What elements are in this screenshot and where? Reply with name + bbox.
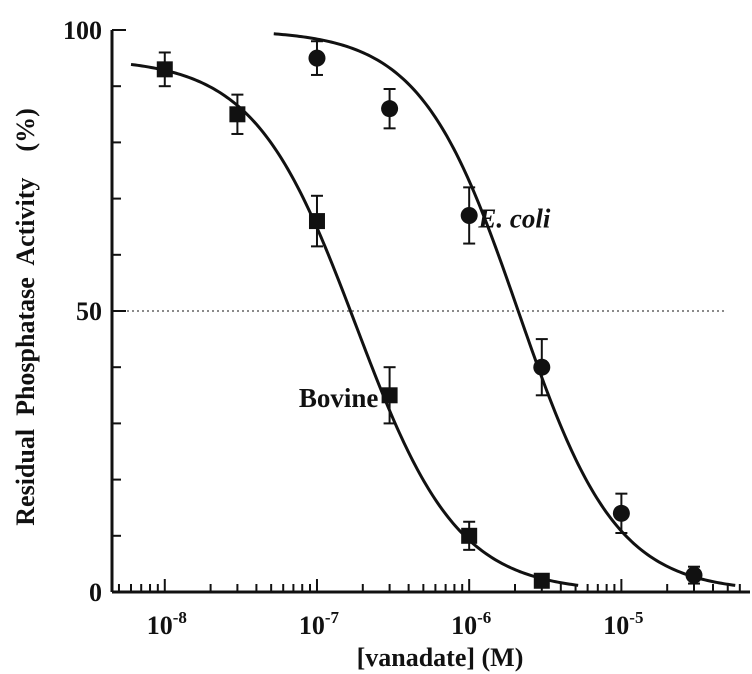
- bovine-data-point: [229, 93, 246, 135]
- bovine-square-marker: [381, 387, 398, 404]
- bovine-square-marker: [461, 527, 478, 544]
- e-coli-circle-marker: [460, 206, 478, 224]
- e-coli-data-point: [533, 338, 551, 397]
- bovine-data-point: [381, 366, 398, 425]
- bovine-square-marker: [229, 106, 246, 123]
- e-coli-circle-marker: [612, 504, 630, 522]
- e-coli-data-point: [460, 186, 478, 245]
- ticks: 0 50 100 10-8 10-7 10-6 10-5: [63, 16, 741, 640]
- y-axis-title: Residual Phosphatase Activity (%): [11, 108, 40, 525]
- e-coli-data-point: [612, 492, 630, 534]
- e-coli-circle-marker: [381, 100, 399, 118]
- e-coli-circle-marker: [533, 358, 551, 376]
- e-coli-data-point: [381, 88, 399, 130]
- bovine-square-marker: [156, 61, 173, 78]
- y-tick-label: 0: [89, 578, 102, 607]
- x-axis-title: [vanadate] (M): [357, 643, 524, 672]
- fit-curves: [130, 32, 736, 587]
- e-coli-series-label: E. coli: [477, 203, 550, 233]
- x-tick-label: 10-5: [603, 608, 643, 640]
- y-tick-label: 50: [76, 297, 102, 326]
- bovine-data-point: [156, 51, 173, 88]
- e-coli-circle-marker: [308, 49, 326, 67]
- e-coli-fit-curve: [273, 32, 736, 587]
- bovine-data-point: [461, 520, 478, 551]
- bovine-square-marker: [533, 572, 550, 589]
- bovine-data-point: [533, 572, 550, 589]
- x-tick-label: 10-7: [299, 608, 340, 640]
- bovine-fit-curve: [130, 62, 579, 587]
- data-points: [156, 40, 703, 589]
- bovine-series-label: Bovine: [299, 383, 379, 413]
- bovine-square-marker: [308, 213, 325, 230]
- e-coli-data-point: [308, 40, 326, 76]
- e-coli-circle-marker: [685, 566, 703, 584]
- y-tick-label: 100: [63, 16, 102, 45]
- x-tick-label: 10-8: [147, 608, 187, 640]
- labels: Bovine E. coli: [299, 203, 551, 413]
- e-coli-data-point: [685, 565, 703, 585]
- x-tick-label: 10-6: [451, 608, 491, 640]
- bovine-data-point: [308, 194, 325, 248]
